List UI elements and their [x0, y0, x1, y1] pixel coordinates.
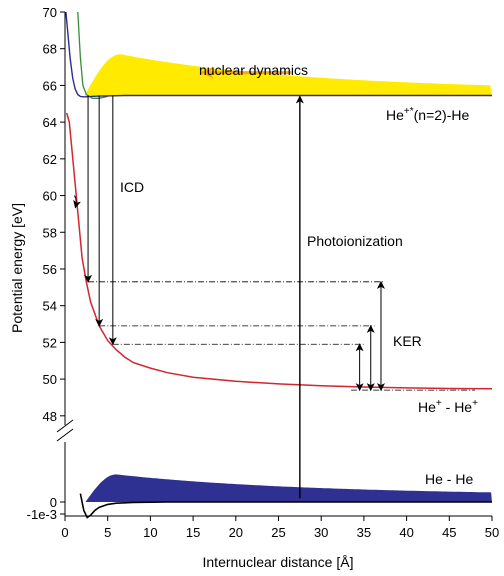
axis-break-mark-2 — [56, 428, 74, 442]
ion-pair-label-part: He — [418, 399, 436, 415]
y-tick-label: 48 — [43, 409, 57, 424]
axis-break-mark-1 — [56, 419, 74, 433]
excited-state-label: He+*(n=2)-He — [386, 106, 469, 123]
excited-state-label-part: +* — [404, 106, 414, 117]
y-tick-label: 54 — [43, 299, 57, 314]
ker-label: KER — [393, 333, 422, 349]
y-tick-label: 52 — [43, 335, 57, 350]
y-tick-label: 58 — [43, 225, 57, 240]
x-tick-label: 5 — [104, 525, 111, 540]
ground-state-wavepacket — [85, 474, 492, 502]
x-tick-label: 30 — [314, 525, 328, 540]
y-tick-label: 66 — [43, 78, 57, 93]
x-ticks: 0 5 10 15 20 25 30 35 40 45 50 — [61, 516, 499, 540]
x-tick-label: 0 — [61, 525, 68, 540]
y-tick-label: 56 — [43, 262, 57, 277]
ion-pair-curve — [65, 112, 493, 390]
excited-state-wavepacket — [84, 54, 492, 96]
annotations: nuclear dynamics ICD Photoionization KER He … — [73, 62, 478, 499]
x-tick-label: 40 — [399, 525, 413, 540]
turning-point-arrow — [73, 195, 81, 209]
y-tick-label: 62 — [43, 152, 57, 167]
ion-pair-label-part: - He — [442, 399, 473, 415]
y-tick-label: 64 — [43, 115, 57, 130]
y-tick-label: 70 — [43, 5, 57, 20]
ion-pair-label-part: + — [472, 398, 478, 409]
icd-label: ICD — [120, 179, 144, 195]
y-ticks: 48 50 52 54 56 58 60 62 64 66 68 70 0-1e-3 — [27, 5, 65, 522]
y-tick-label: 0 — [50, 495, 57, 510]
ion-pair-label-part: + — [436, 398, 442, 409]
nuclear-dynamics-label: nuclear dynamics — [199, 62, 308, 78]
upper-panel — [65, 11, 493, 390]
x-tick-label: 50 — [485, 525, 499, 540]
y-tick-label: 60 — [43, 189, 57, 204]
y-tick-label: -1e-3 — [27, 507, 57, 522]
x-tick-label: 25 — [271, 525, 285, 540]
excited-state-curve — [65, 11, 492, 98]
x-axis-label: Internuclear distance [Å] — [203, 554, 354, 570]
y-axis-label: Potential energy [eV] — [9, 203, 25, 333]
ground-state-label: He - He — [425, 471, 473, 487]
x-tick-label: 15 — [186, 525, 200, 540]
y-tick-label: 50 — [43, 372, 57, 387]
excited-state-label-part: (n=2)-He — [414, 107, 470, 123]
x-tick-label: 45 — [442, 525, 456, 540]
x-tick-label: 35 — [357, 525, 371, 540]
ion-pair-label: He+ - He+ — [418, 398, 478, 415]
excited-state-label-part: He — [386, 107, 404, 123]
x-tick-label: 10 — [143, 525, 157, 540]
photoionization-label: Photoionization — [307, 233, 403, 249]
y-tick-label: 68 — [43, 42, 57, 57]
x-tick-label: 20 — [229, 525, 243, 540]
